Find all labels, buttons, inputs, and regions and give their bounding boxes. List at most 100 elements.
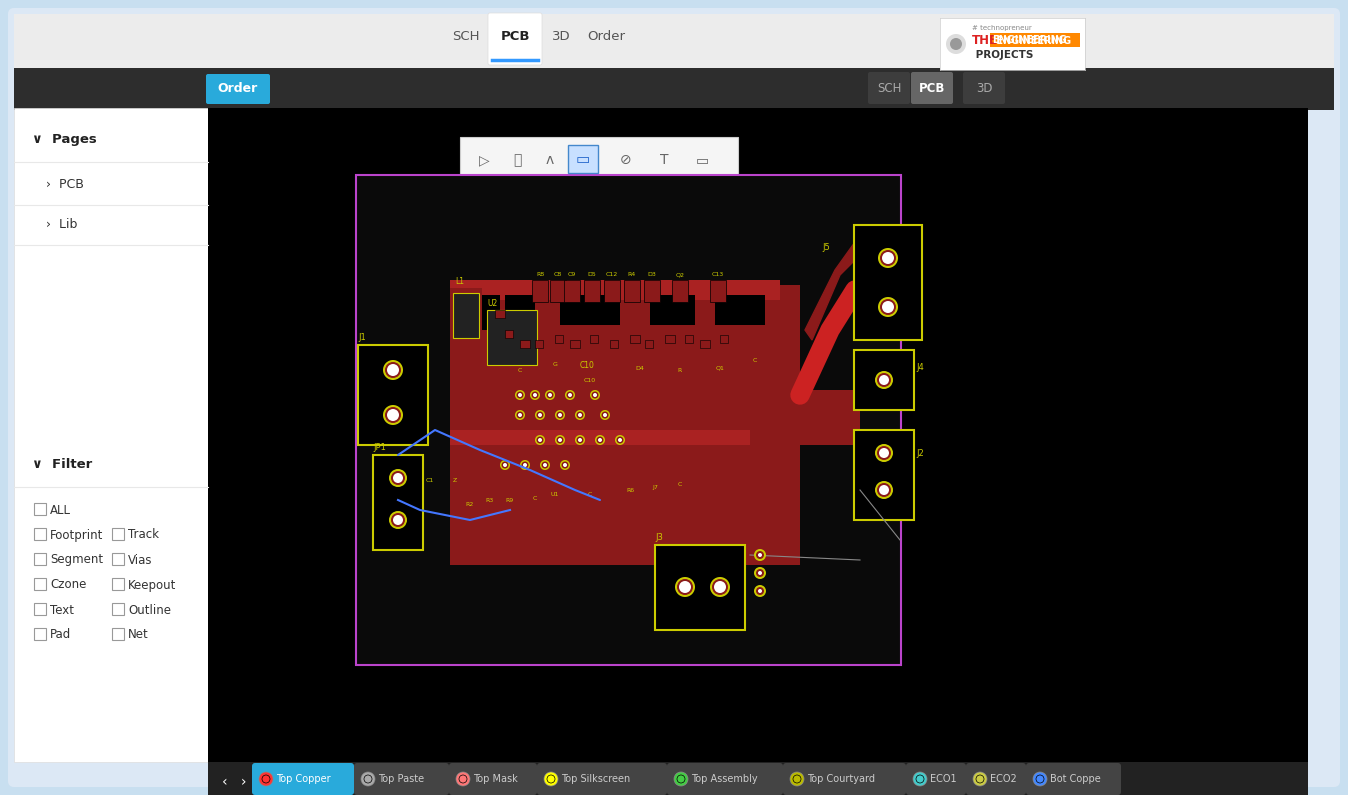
Bar (487, 310, 537, 365)
Bar (460, 137, 737, 181)
Text: Bot Coppe: Bot Coppe (1050, 774, 1101, 784)
Text: Segment: Segment (50, 553, 104, 567)
Circle shape (456, 772, 470, 786)
Text: D3: D3 (647, 273, 656, 277)
Text: J1: J1 (359, 333, 365, 343)
Bar (568, 145, 599, 173)
Circle shape (577, 436, 584, 444)
Text: D4: D4 (635, 366, 644, 370)
Text: ᴧ: ᴧ (546, 153, 554, 167)
Bar (34, 553, 46, 565)
Bar (530, 510, 570, 535)
Text: R4: R4 (628, 273, 636, 277)
Circle shape (879, 448, 888, 458)
Text: Track: Track (128, 529, 159, 541)
Text: R3: R3 (485, 498, 495, 502)
Bar (710, 280, 727, 302)
Text: U2: U2 (487, 298, 497, 308)
FancyBboxPatch shape (783, 763, 906, 795)
Bar (34, 578, 46, 590)
Circle shape (880, 250, 896, 266)
Circle shape (675, 577, 696, 597)
Text: Order: Order (218, 83, 257, 95)
FancyBboxPatch shape (906, 763, 967, 795)
Bar (570, 340, 580, 348)
Text: C: C (588, 492, 592, 498)
Circle shape (593, 393, 597, 397)
Bar (13, 14, 1335, 70)
Text: Vias: Vias (128, 553, 152, 567)
Bar (665, 335, 675, 343)
Text: ECO1: ECO1 (930, 774, 957, 784)
Circle shape (391, 471, 404, 485)
Text: Czone: Czone (50, 579, 86, 591)
Circle shape (756, 569, 764, 577)
Circle shape (677, 579, 693, 595)
Bar (34, 528, 46, 540)
Bar (13, 108, 208, 762)
Bar (506, 295, 535, 320)
Circle shape (754, 549, 766, 561)
Circle shape (754, 567, 766, 579)
Text: ⌒: ⌒ (512, 153, 522, 167)
Text: C: C (678, 483, 682, 487)
Circle shape (500, 460, 510, 470)
Circle shape (541, 460, 550, 470)
Circle shape (599, 438, 603, 442)
Circle shape (538, 438, 542, 442)
Circle shape (545, 772, 558, 786)
Circle shape (710, 577, 731, 597)
Text: J2: J2 (917, 448, 923, 457)
Circle shape (518, 413, 522, 417)
Bar (520, 340, 530, 348)
Text: C1: C1 (426, 478, 434, 483)
Circle shape (501, 462, 508, 468)
Text: C12: C12 (605, 273, 619, 277)
Circle shape (576, 410, 585, 420)
Circle shape (950, 38, 962, 50)
Circle shape (390, 469, 407, 487)
Bar (624, 280, 640, 302)
Bar (630, 335, 640, 343)
Bar (714, 295, 766, 325)
Bar (356, 175, 900, 665)
Circle shape (601, 412, 608, 418)
Text: C13: C13 (712, 273, 724, 277)
Text: Order: Order (586, 29, 625, 42)
Circle shape (754, 585, 766, 597)
Text: PCB: PCB (500, 29, 530, 42)
Bar (799, 390, 860, 445)
Circle shape (387, 409, 399, 421)
Circle shape (756, 587, 764, 595)
Text: Z: Z (453, 478, 457, 483)
Circle shape (578, 438, 582, 442)
Bar (460, 295, 500, 330)
Bar (604, 280, 620, 302)
Circle shape (878, 248, 898, 268)
FancyBboxPatch shape (449, 763, 537, 795)
Circle shape (875, 371, 892, 389)
Text: G: G (553, 363, 558, 367)
Circle shape (546, 391, 554, 398)
Bar (685, 335, 693, 343)
Bar (112, 553, 124, 565)
Text: C: C (518, 367, 522, 373)
Text: Top Mask: Top Mask (473, 774, 518, 784)
Text: Top Silkscreen: Top Silkscreen (561, 774, 631, 784)
Bar (673, 280, 687, 302)
Circle shape (578, 413, 582, 417)
Text: Top Copper: Top Copper (276, 774, 330, 784)
Text: THE: THE (972, 34, 998, 48)
Text: Top Assembly: Top Assembly (692, 774, 758, 784)
Text: ‹: ‹ (222, 775, 228, 789)
Text: R6: R6 (625, 487, 634, 492)
Text: JP1: JP1 (373, 444, 386, 452)
Circle shape (878, 446, 891, 460)
Text: R2: R2 (466, 502, 474, 507)
Bar (450, 285, 799, 565)
Bar (450, 520, 530, 535)
Bar (112, 628, 124, 640)
Circle shape (503, 463, 507, 467)
Circle shape (617, 438, 621, 442)
Text: ▷: ▷ (479, 153, 489, 167)
